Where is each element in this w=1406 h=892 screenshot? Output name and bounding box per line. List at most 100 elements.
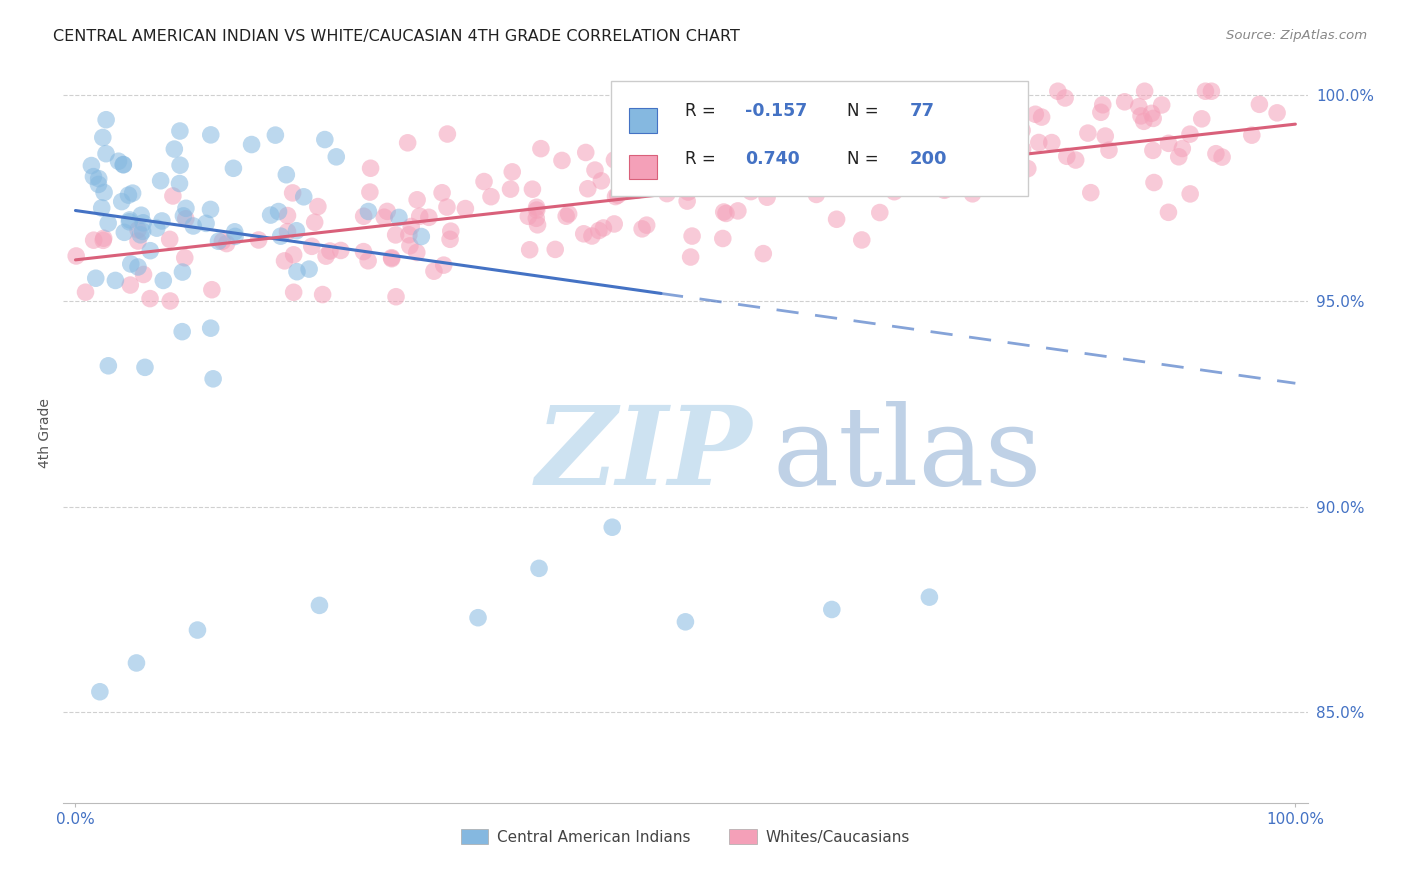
Point bbox=[1142, 144, 1164, 158]
Point bbox=[714, 206, 737, 220]
Point bbox=[924, 128, 946, 143]
Point bbox=[1211, 150, 1233, 164]
Point bbox=[65, 249, 87, 263]
Point bbox=[169, 177, 191, 191]
Point bbox=[1205, 146, 1227, 161]
Point bbox=[314, 132, 336, 146]
Point bbox=[118, 213, 141, 227]
Point bbox=[440, 224, 463, 238]
Point bbox=[526, 200, 548, 214]
Point bbox=[439, 232, 461, 246]
Point bbox=[1249, 97, 1271, 112]
Point bbox=[499, 182, 522, 196]
Point bbox=[1031, 110, 1053, 124]
Point bbox=[1098, 143, 1121, 157]
Point bbox=[711, 231, 734, 245]
Point bbox=[163, 142, 186, 156]
Point bbox=[146, 221, 169, 235]
Text: N =: N = bbox=[848, 103, 884, 120]
Point bbox=[605, 189, 627, 203]
Point bbox=[200, 202, 222, 217]
Point bbox=[901, 112, 924, 126]
Point bbox=[1040, 136, 1063, 150]
Point bbox=[519, 243, 541, 257]
Point bbox=[90, 201, 112, 215]
Point bbox=[224, 229, 246, 244]
Point bbox=[676, 147, 699, 161]
Point bbox=[825, 212, 848, 227]
Point bbox=[82, 169, 104, 184]
Point bbox=[851, 233, 873, 247]
Point bbox=[399, 239, 422, 253]
Point bbox=[112, 157, 135, 171]
Point bbox=[772, 160, 794, 174]
Point bbox=[273, 253, 295, 268]
Point bbox=[174, 202, 197, 216]
Point bbox=[373, 211, 395, 225]
Point bbox=[1240, 128, 1263, 143]
Point bbox=[806, 187, 828, 202]
Point bbox=[855, 168, 877, 182]
Point bbox=[710, 174, 733, 188]
Legend: Central American Indians, Whites/Caucasians: Central American Indians, Whites/Caucasi… bbox=[454, 822, 917, 851]
Point bbox=[267, 204, 290, 219]
Point bbox=[631, 175, 654, 189]
Point bbox=[472, 175, 495, 189]
Point bbox=[80, 159, 103, 173]
Point bbox=[222, 161, 245, 176]
Point bbox=[270, 229, 292, 244]
Point bbox=[655, 186, 678, 201]
Text: 77: 77 bbox=[910, 103, 935, 120]
Point bbox=[129, 208, 152, 222]
Point bbox=[283, 248, 305, 262]
Point bbox=[600, 520, 623, 534]
Point bbox=[319, 244, 342, 258]
Text: 0.740: 0.740 bbox=[745, 150, 800, 168]
Point bbox=[517, 210, 540, 224]
Text: R =: R = bbox=[686, 150, 721, 168]
Point bbox=[118, 215, 141, 229]
Point bbox=[131, 224, 153, 238]
Point bbox=[557, 207, 579, 221]
Point bbox=[524, 211, 547, 226]
Point bbox=[806, 147, 828, 161]
Point bbox=[1191, 112, 1213, 126]
Point bbox=[224, 225, 246, 239]
Point bbox=[676, 185, 699, 199]
Point bbox=[1130, 109, 1153, 123]
Point bbox=[1080, 186, 1102, 200]
Point bbox=[1046, 84, 1069, 98]
Text: 200: 200 bbox=[910, 150, 946, 168]
Point bbox=[740, 185, 762, 199]
Point bbox=[676, 194, 699, 208]
Point bbox=[679, 250, 702, 264]
Point bbox=[215, 236, 238, 251]
Point bbox=[581, 229, 603, 244]
Point bbox=[121, 186, 143, 201]
Point bbox=[575, 145, 598, 160]
Point bbox=[1004, 157, 1026, 171]
Point bbox=[591, 174, 613, 188]
Point bbox=[1114, 95, 1136, 109]
Point bbox=[675, 615, 697, 629]
Point bbox=[259, 208, 281, 222]
Point bbox=[1077, 126, 1099, 140]
Point bbox=[772, 178, 794, 192]
Point bbox=[181, 219, 204, 233]
Point bbox=[991, 101, 1014, 115]
Point bbox=[325, 150, 347, 164]
Point bbox=[285, 265, 308, 279]
Point bbox=[360, 161, 382, 176]
Point bbox=[359, 185, 381, 199]
Point bbox=[207, 234, 229, 248]
Point bbox=[626, 183, 648, 197]
Point bbox=[411, 229, 433, 244]
FancyBboxPatch shape bbox=[610, 81, 1028, 195]
Point bbox=[264, 128, 287, 142]
Point bbox=[94, 146, 117, 161]
Text: R =: R = bbox=[686, 103, 721, 120]
Point bbox=[572, 227, 595, 241]
Point bbox=[1201, 84, 1223, 98]
Point bbox=[107, 154, 129, 169]
Point bbox=[211, 235, 233, 249]
